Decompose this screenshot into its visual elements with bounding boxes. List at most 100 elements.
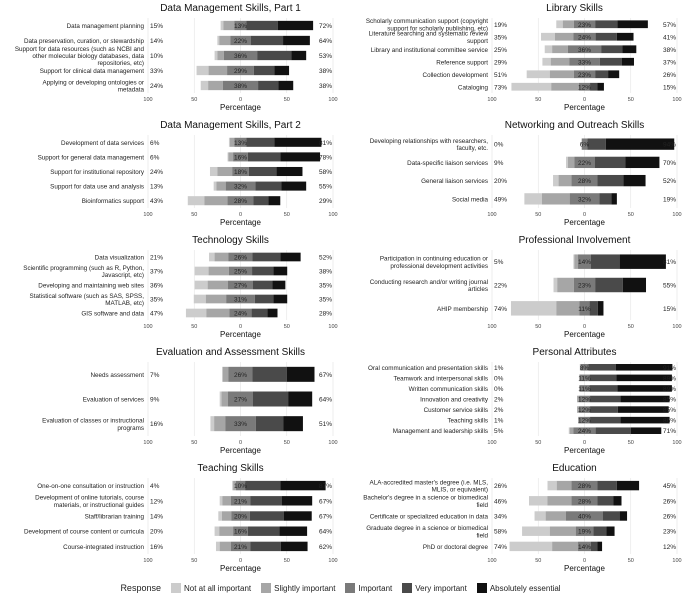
category-label: Conducting research and/or writing journ… xyxy=(370,279,488,293)
x-tick-label: 50 xyxy=(284,558,290,564)
right-percent-label: 12% xyxy=(663,544,676,551)
bar-segment xyxy=(616,32,634,41)
bar-segment xyxy=(577,406,579,413)
category-label: Collection development xyxy=(423,72,489,79)
legend: Response Not at all important Slightly i… xyxy=(0,578,687,598)
bar-segment xyxy=(613,496,622,506)
mid-percent-label: 28% xyxy=(578,498,591,505)
bar-segment xyxy=(246,137,275,147)
bar-segment xyxy=(579,301,590,316)
bar-segment xyxy=(246,20,278,31)
bar-segment xyxy=(569,193,600,205)
mid-percent-label: 25% xyxy=(234,269,247,276)
x-tick-label: 100 xyxy=(487,212,496,218)
right-percent-label: 52% xyxy=(663,178,676,185)
bar-segment xyxy=(250,541,281,552)
x-tick-label: 0 xyxy=(583,324,586,330)
mid-percent-label: 14% xyxy=(578,544,591,551)
bar-segment xyxy=(578,254,591,269)
bar-segment xyxy=(544,45,553,54)
x-tick-label: 100 xyxy=(487,324,496,330)
x-tick-label: 100 xyxy=(143,97,152,103)
left-percent-label: 10% xyxy=(150,53,163,60)
bar-segment xyxy=(606,526,615,536)
left-percent-label: 5% xyxy=(494,428,504,435)
bar-segment xyxy=(597,301,604,316)
chart-panel: Personal Attributes 8% 1% 91% Oral communica… xyxy=(368,347,682,455)
left-percent-label: 24% xyxy=(150,83,163,90)
category-label: Data preservation, curation, or stewards… xyxy=(24,38,145,45)
mid-percent-label: 12% xyxy=(578,84,591,91)
right-percent-label: 35% xyxy=(319,283,332,290)
likert-charts-grid: Data Management Skills, Part 1 13% 15% 72% D… xyxy=(15,3,682,573)
mid-percent-label: 24% xyxy=(578,34,591,41)
bar-segment xyxy=(571,174,598,187)
bar-segment xyxy=(283,416,303,432)
left-percent-label: 58% xyxy=(494,529,507,536)
right-percent-label: 81% xyxy=(663,259,676,266)
left-percent-label: 14% xyxy=(150,514,163,521)
bar-segment xyxy=(207,280,229,290)
bar-segment xyxy=(630,427,662,434)
x-tick-label: 0 xyxy=(239,324,242,330)
x-axis-label: Percentage xyxy=(220,218,261,227)
bar-segment xyxy=(597,496,614,506)
bar-segment xyxy=(280,152,321,162)
x-tick-label: 0 xyxy=(239,97,242,103)
chart-panel: Education 28% 26% 45% ALA-accredited master'… xyxy=(363,463,681,573)
bar-segment xyxy=(217,50,224,61)
left-percent-label: 6% xyxy=(150,154,160,161)
bar-segment xyxy=(194,280,208,290)
x-tick-label: 50 xyxy=(535,324,541,330)
bar-segment xyxy=(590,416,621,424)
left-percent-label: 36% xyxy=(150,283,163,290)
category-label: GIS software and data xyxy=(81,311,144,318)
left-percent-label: 74% xyxy=(494,544,507,551)
mid-percent-label: 32% xyxy=(578,196,591,203)
chart-title: Library Skills xyxy=(546,3,603,14)
bar-segment xyxy=(574,254,579,269)
left-percent-label: 35% xyxy=(494,34,507,41)
bar-segment xyxy=(267,308,278,318)
x-axis-label: Percentage xyxy=(220,446,261,455)
category-label: Library and institutional committee serv… xyxy=(371,47,489,54)
bar-segment xyxy=(590,82,598,91)
x-tick-label: 50 xyxy=(191,97,197,103)
x-tick-label: 100 xyxy=(328,440,337,446)
left-percent-label: 51% xyxy=(494,72,507,79)
bar-segment xyxy=(253,196,269,206)
x-tick-label: 0 xyxy=(239,558,242,564)
right-percent-label: 38% xyxy=(319,269,332,276)
right-percent-label: 85% xyxy=(663,397,676,404)
mid-percent-label: 18% xyxy=(234,169,247,176)
category-label: Teamwork and interpersonal skills xyxy=(394,375,489,382)
right-percent-label: 67% xyxy=(319,514,332,521)
bar-segment xyxy=(228,152,234,162)
bar-segment xyxy=(551,82,579,91)
bar-segment xyxy=(225,181,256,191)
left-percent-label: 14% xyxy=(150,38,163,45)
bar-segment xyxy=(247,152,281,162)
x-axis-label: Percentage xyxy=(564,330,605,339)
bar-segment xyxy=(200,80,209,91)
right-percent-label: 71% xyxy=(663,428,676,435)
mid-percent-label: 31% xyxy=(234,297,247,304)
bar-segment xyxy=(617,20,648,29)
bar-segment xyxy=(252,366,287,382)
right-percent-label: 55% xyxy=(663,283,676,290)
mid-percent-label: 27% xyxy=(234,283,247,290)
chart-panel: Technology Skills 26% 21% 52% Data visualiza… xyxy=(23,235,337,339)
left-percent-label: 20% xyxy=(494,178,507,185)
bar-segment xyxy=(226,294,255,304)
bar-segment xyxy=(227,65,254,76)
x-tick-label: 100 xyxy=(672,212,681,218)
legend-swatch xyxy=(261,583,272,593)
mid-percent-label: 11% xyxy=(578,375,591,382)
x-tick-label: 100 xyxy=(672,558,681,564)
bar-segment xyxy=(283,511,312,521)
legend-label: Not at all important xyxy=(183,583,252,593)
left-percent-label: 25% xyxy=(494,47,507,54)
bar-segment xyxy=(268,196,281,206)
bar-segment xyxy=(552,45,568,54)
bar-segment xyxy=(250,496,282,506)
